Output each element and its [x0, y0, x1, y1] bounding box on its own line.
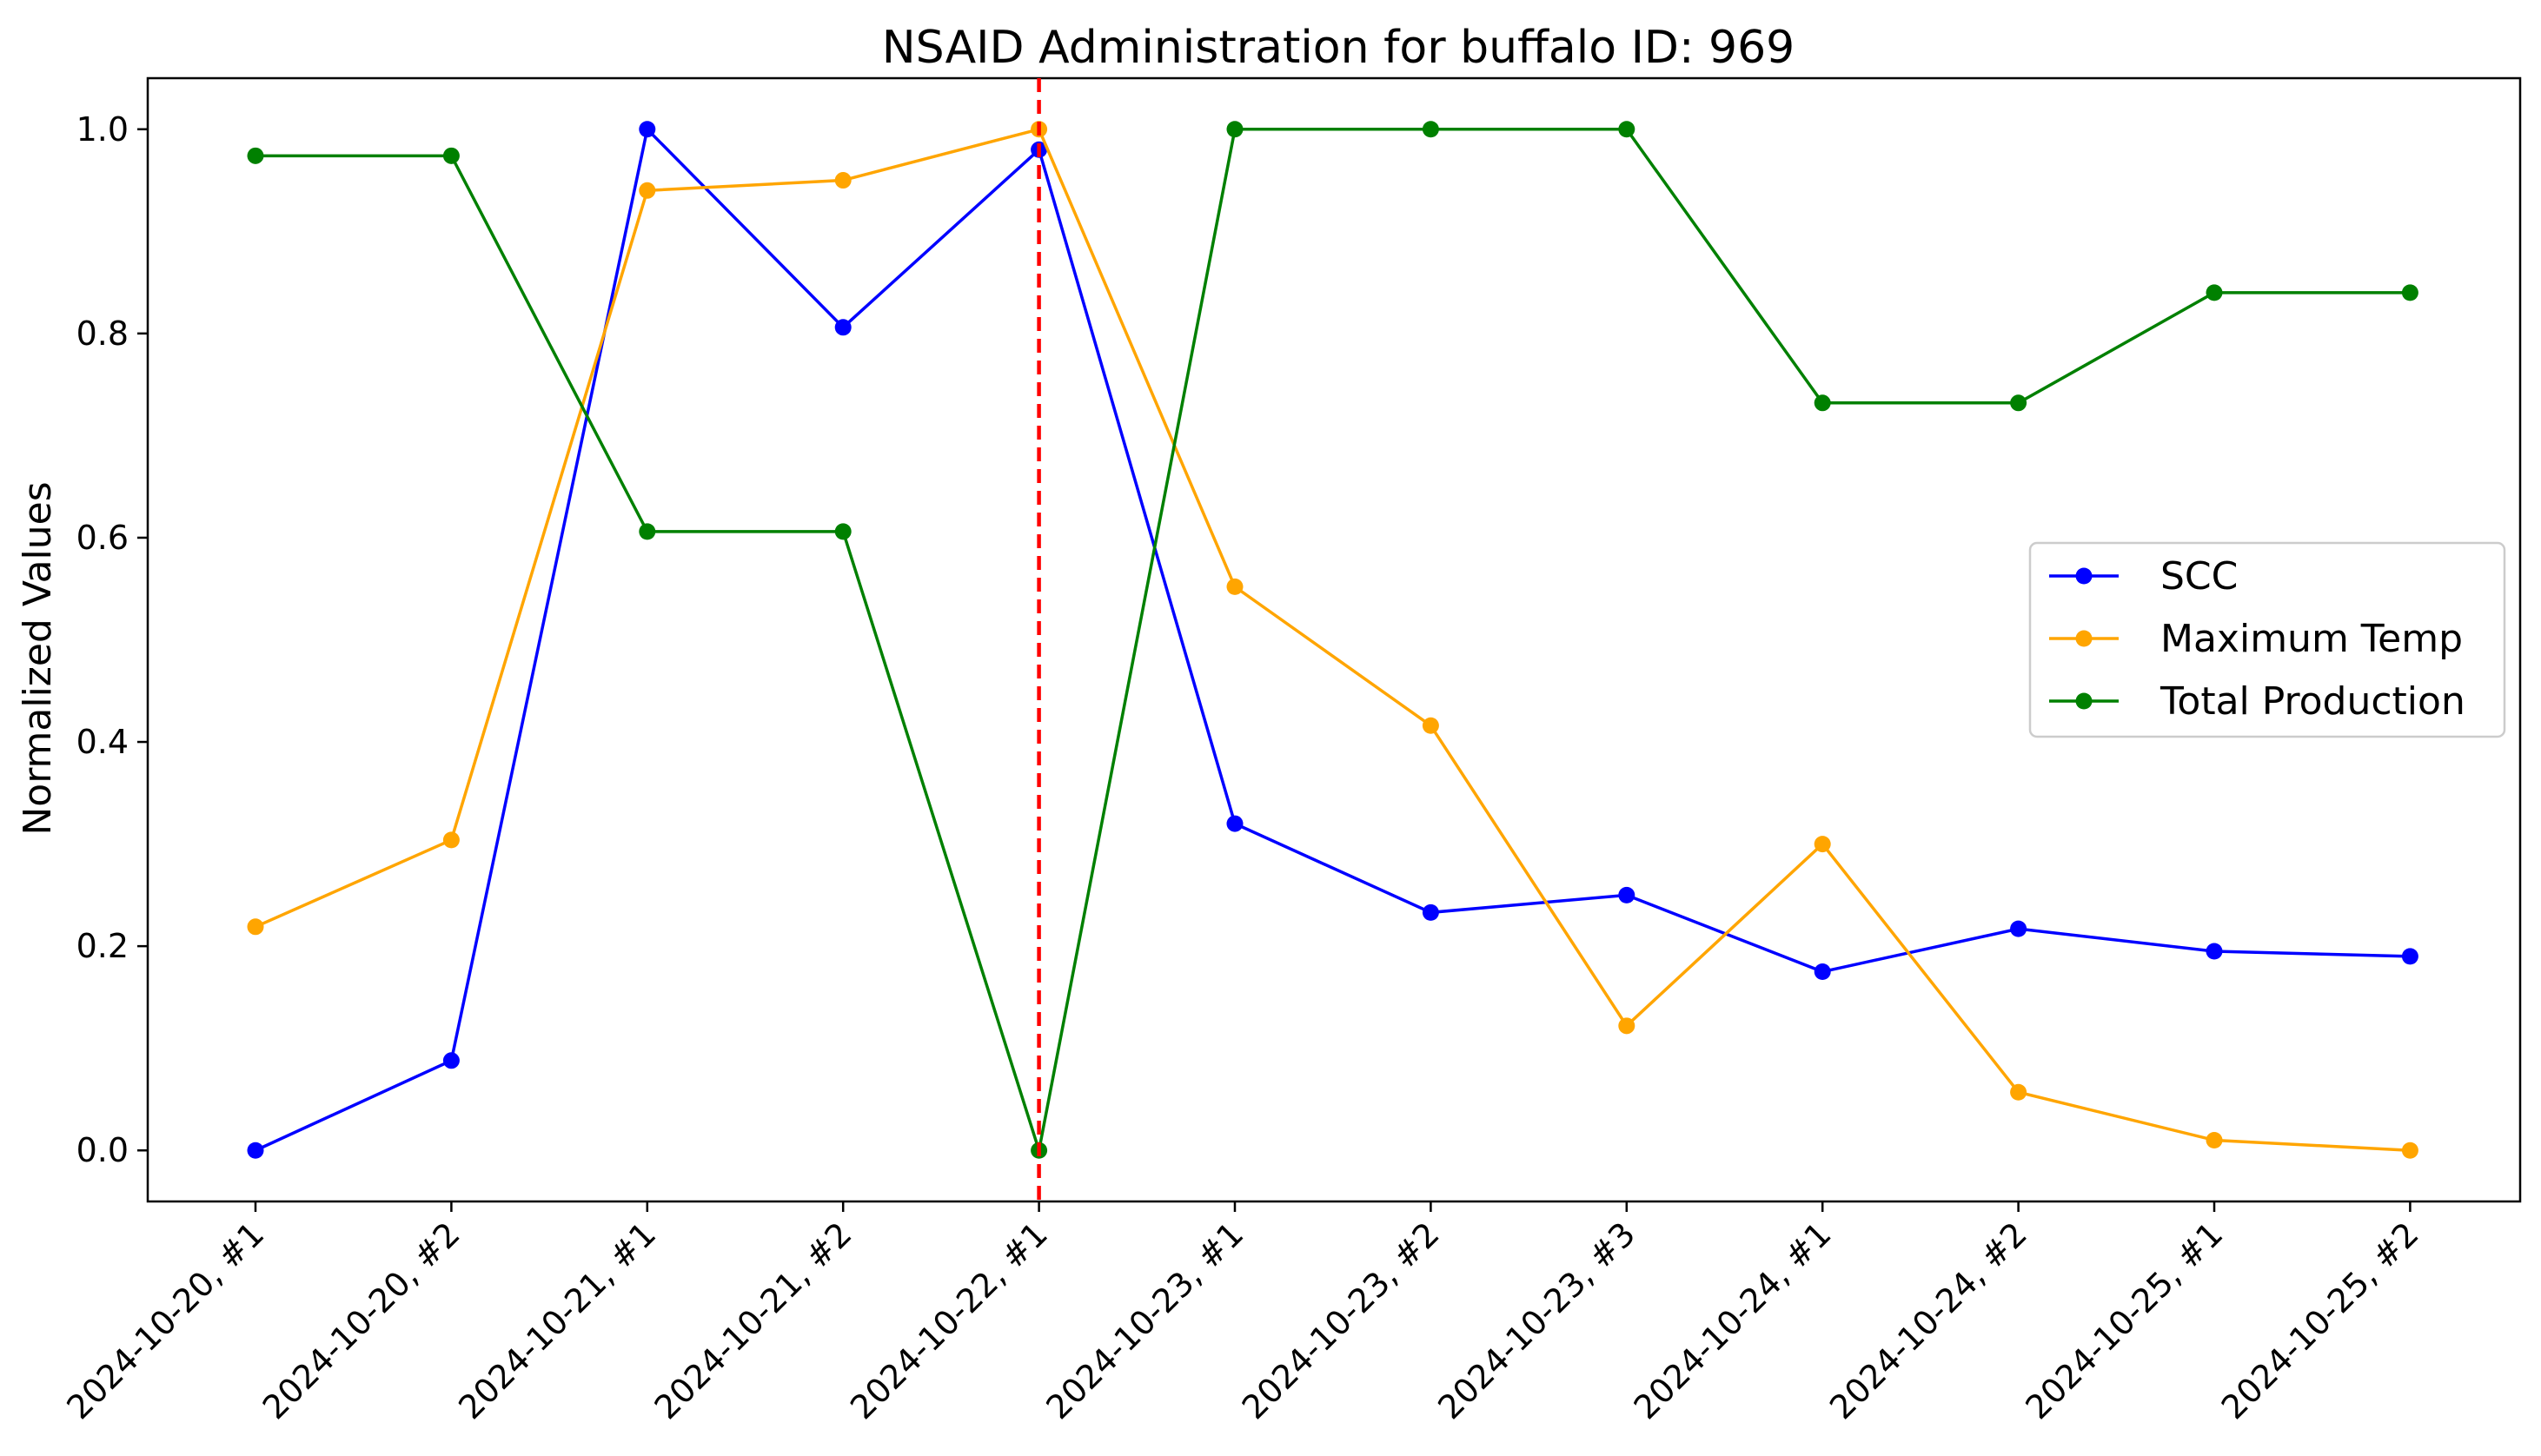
legend-swatch-marker	[2075, 630, 2093, 647]
data-point	[1618, 1017, 1635, 1035]
data-point	[639, 523, 656, 540]
legend-swatch-marker	[2075, 692, 2093, 710]
x-tick-label: 2024-10-24, #1	[1627, 1214, 1839, 1426]
data-point	[2401, 948, 2418, 965]
x-tick-label: 2024-10-24, #2	[1822, 1214, 2034, 1426]
data-point	[2010, 1083, 2027, 1101]
data-point	[247, 918, 264, 936]
series-line-2	[255, 128, 2411, 1151]
data-point	[1422, 717, 1439, 734]
data-point	[2010, 394, 2027, 412]
data-point	[1422, 121, 1439, 138]
data-point	[2401, 284, 2418, 301]
legend-label: Total Production	[2160, 679, 2465, 724]
legend-swatch-marker	[2075, 567, 2093, 585]
data-point	[1618, 886, 1635, 903]
plot-frame	[146, 76, 2522, 1203]
x-tick-label: 2024-10-21, #1	[451, 1214, 663, 1426]
x-tick-label: 2024-10-25, #2	[2214, 1214, 2426, 1426]
y-tick-label: 1.0	[76, 110, 129, 149]
series-line-0	[255, 126, 2411, 1152]
legend-label: Maximum Temp	[2160, 617, 2463, 661]
y-axis-label: Normalized Values	[16, 481, 60, 835]
x-tick-label: 2024-10-20, #1	[59, 1214, 271, 1426]
data-point	[2206, 1131, 2223, 1148]
data-point	[1814, 963, 1831, 981]
x-tick-label: 2024-10-21, #2	[647, 1214, 859, 1426]
data-point	[2010, 920, 2027, 937]
data-point	[2401, 1142, 2418, 1159]
data-point	[1814, 836, 1831, 853]
x-tick-label: 2024-10-22, #1	[843, 1214, 1055, 1426]
data-point	[1618, 121, 1635, 138]
y-tick-label: 0.8	[76, 314, 129, 353]
x-tick-label: 2024-10-25, #1	[2018, 1214, 2230, 1426]
x-tick-label: 2024-10-23, #3	[1430, 1214, 1642, 1426]
data-point	[1814, 394, 1831, 412]
x-tick-label: 2024-10-20, #2	[255, 1214, 468, 1426]
y-tick-label: 0.0	[76, 1131, 129, 1169]
x-tick-label: 2024-10-23, #1	[1038, 1214, 1251, 1426]
y-tick-label: 0.6	[76, 519, 129, 557]
series-line-1	[255, 127, 2411, 1152]
data-point	[247, 147, 264, 164]
data-point	[1422, 903, 1439, 921]
data-point	[247, 1142, 264, 1159]
data-point	[834, 523, 852, 540]
y-tick-label: 0.2	[76, 927, 129, 965]
y-tick-label: 0.4	[76, 723, 129, 761]
chart-title: NSAID Administration for buffalo ID: 969	[882, 22, 1795, 74]
legend: SCC Maximum Temp Total Production	[2028, 541, 2506, 738]
data-point	[442, 1052, 460, 1069]
data-point	[2206, 943, 2223, 960]
data-point	[442, 831, 460, 849]
data-point	[834, 172, 852, 189]
data-point	[2206, 284, 2223, 301]
data-point	[639, 121, 656, 138]
data-point	[1226, 815, 1244, 832]
data-point	[639, 182, 656, 199]
data-point	[442, 147, 460, 164]
data-point	[1226, 121, 1244, 138]
legend-label: SCC	[2160, 554, 2238, 599]
x-tick-label: 2024-10-23, #2	[1235, 1214, 1447, 1426]
data-point	[1226, 578, 1244, 595]
data-point	[834, 319, 852, 336]
legend-box	[2028, 541, 2506, 738]
